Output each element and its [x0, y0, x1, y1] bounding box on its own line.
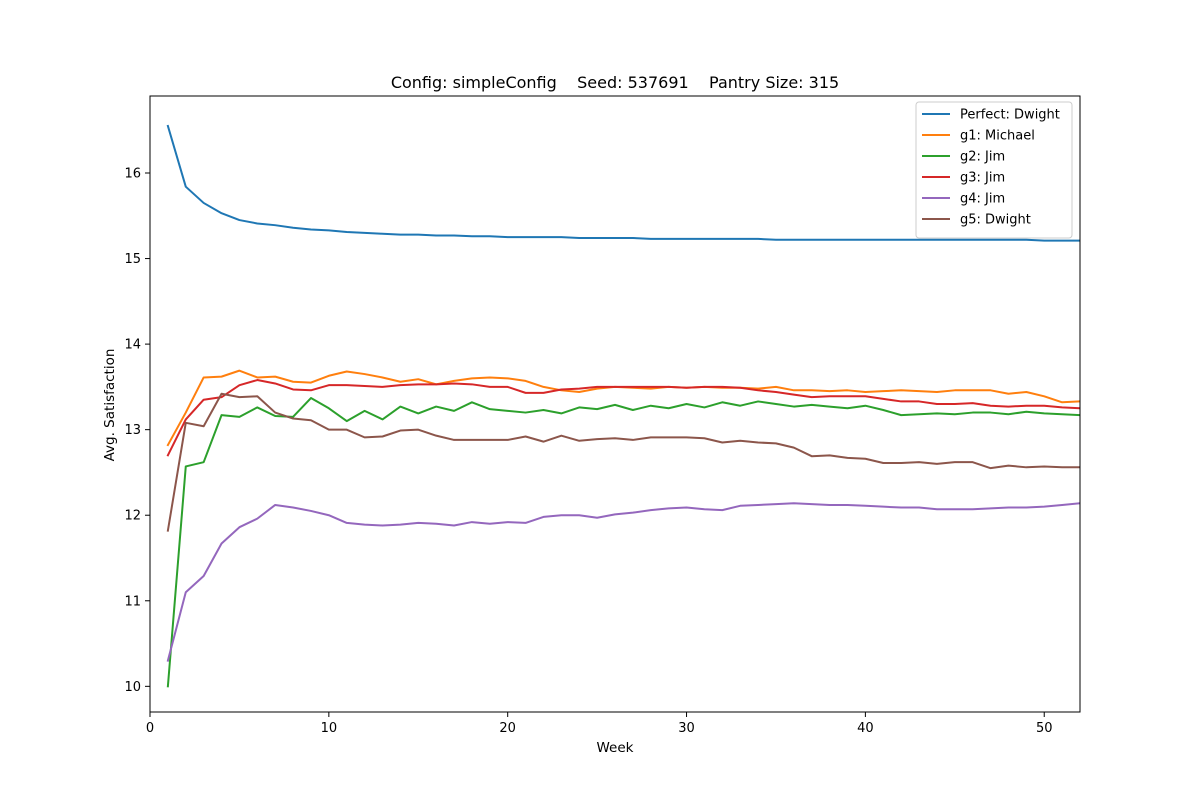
y-tick-label: 16	[124, 167, 141, 182]
legend-label-1: Perfect: Dwight	[960, 108, 1060, 123]
y-tick-label: 14	[124, 338, 141, 353]
y-tick-label: 13	[124, 423, 141, 438]
series-line-6	[166, 392, 1080, 532]
y-axis-label: Avg. Satisfaction	[102, 349, 118, 462]
legend-label-6: g5: Dwight	[960, 213, 1031, 228]
series-line-5	[166, 502, 1080, 662]
x-tick-label: 10	[321, 721, 338, 736]
y-tick-label: 12	[124, 509, 141, 524]
x-tick-label: 30	[678, 721, 695, 736]
y-tick-label: 11	[124, 594, 141, 609]
series-line-3	[166, 397, 1080, 688]
series-line-1	[166, 124, 1080, 242]
plot-area	[166, 124, 1080, 688]
chart-title: Config: simpleConfig Seed: 537691 Pantry…	[391, 73, 839, 92]
x-axis-label: Week	[597, 740, 634, 756]
y-tick-label: 15	[124, 252, 141, 267]
y-tick-label: 10	[124, 680, 141, 695]
legend-label-4: g3: Jim	[960, 171, 1005, 186]
legend-box	[915, 101, 1073, 239]
legend-label-3: g2: Jim	[960, 150, 1005, 165]
legend-label-2: g1: Michael	[960, 129, 1035, 144]
series-line-4	[166, 379, 1080, 457]
axes-frame	[149, 95, 1081, 713]
axes: 0 10 20 30 40 50 10 11 12 13 14 15 16	[124, 95, 1081, 736]
series-lines	[166, 124, 1080, 688]
x-tick-label: 0	[146, 721, 154, 736]
x-tick-label: 40	[857, 721, 874, 736]
legend: Perfect: Dwight g1: Michael g2: Jim g3: Jim…	[915, 101, 1073, 239]
x-tick-label: 50	[1036, 721, 1053, 736]
legend-label-5: g4: Jim	[960, 192, 1005, 207]
x-tick-label: 20	[499, 721, 516, 736]
